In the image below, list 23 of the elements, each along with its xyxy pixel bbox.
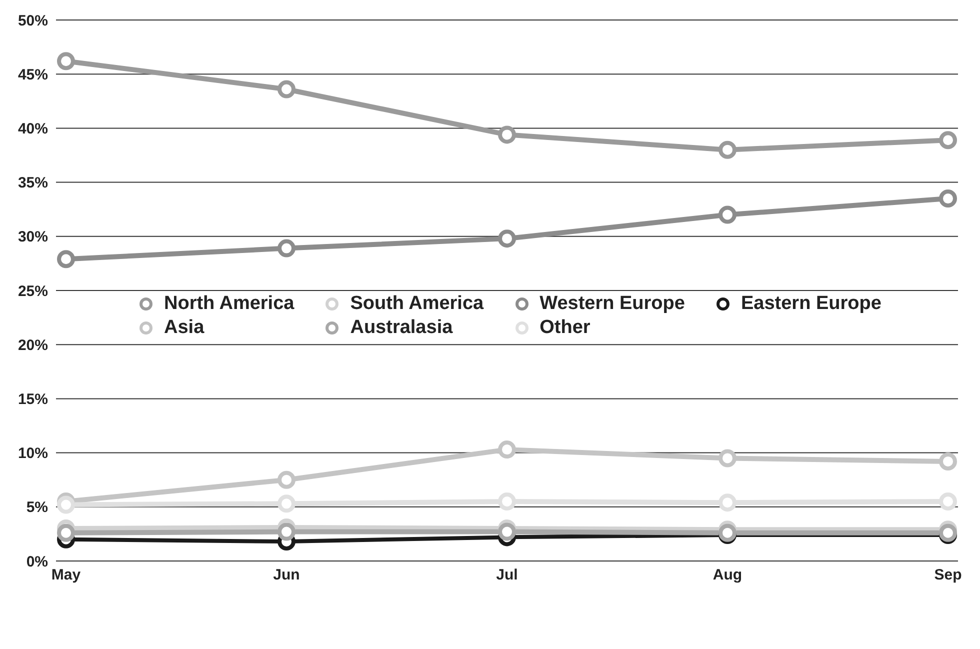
legend-label: Eastern Europe: [740, 293, 882, 315]
y-tick-label: 25%: [18, 282, 48, 300]
legend-label: Asia: [164, 317, 204, 339]
legend-label: North America: [164, 293, 294, 315]
legend-label: Western Europe: [540, 293, 685, 315]
y-tick-label: 30%: [18, 228, 48, 246]
y-tick-label: 40%: [18, 120, 48, 138]
x-tick-label: Jun: [273, 566, 300, 584]
y-tick-label: 20%: [18, 336, 48, 354]
x-tick-label: Aug: [712, 566, 742, 584]
legend-label: Other: [540, 317, 590, 339]
y-tick-label: 45%: [18, 66, 48, 84]
x-tick-label: Sep: [934, 566, 962, 584]
legend-label: Australasia: [350, 317, 453, 339]
y-tick-label: 35%: [18, 174, 48, 192]
x-tick-label: May: [51, 566, 82, 584]
y-tick-label: 15%: [18, 391, 48, 408]
y-tick-label: 5%: [26, 499, 48, 516]
legend-label: South America: [350, 293, 484, 315]
y-tick-label: 10%: [18, 445, 48, 462]
y-tick-label: 0%: [26, 553, 48, 570]
y-tick-label: 50%: [18, 12, 48, 30]
x-tick-label: Jul: [496, 566, 518, 584]
